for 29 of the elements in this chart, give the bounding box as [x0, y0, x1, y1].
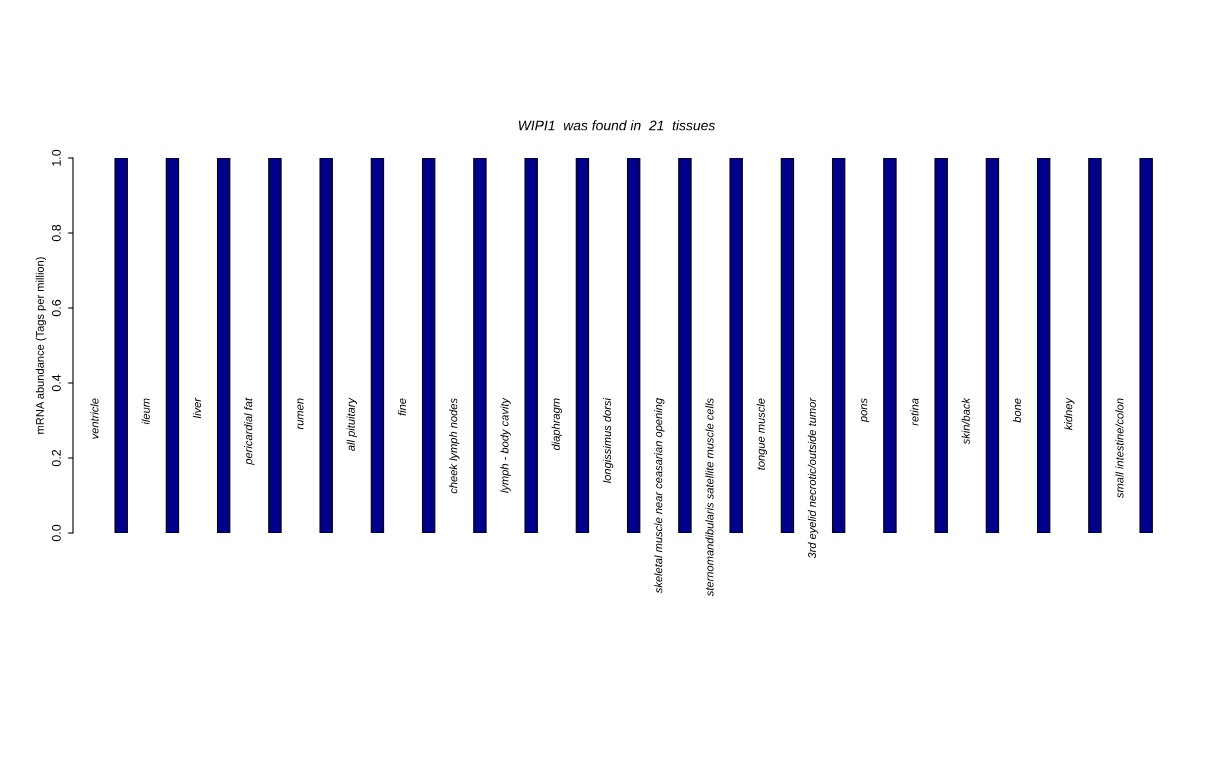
x-tick-label: retina: [910, 398, 919, 426]
x-tick-label: pons: [861, 398, 870, 423]
x-tick-label: fine: [397, 398, 407, 416]
y-tick-label: 1.0: [51, 149, 61, 166]
x-tick-label: lymph - body cavity: [500, 397, 511, 493]
x-tick-label: bone: [1012, 398, 1022, 423]
x-tick-label: cheek lymph nodes: [449, 398, 460, 494]
x-tick-label: sternomandibularis satellite muscle cells: [705, 398, 714, 597]
x-tick-label: diaphragm: [551, 398, 562, 451]
y-tick-label: 0.4: [51, 374, 61, 392]
x-tick-label: pericardial fat: [244, 397, 255, 465]
y-tick-label: 0.2: [51, 449, 61, 467]
x-tick-label: longissimus dorsi: [602, 397, 614, 484]
y-tick-label: 0.8: [51, 224, 61, 242]
x-tick-label: all pituitary: [346, 397, 357, 451]
x-tick-label: small intestine/colon: [1115, 398, 1124, 499]
x-tick-label: rumen: [297, 398, 304, 430]
x-tick-label: ventricle: [90, 398, 99, 439]
chart-title: WIPI1 was found in 21 tissues: [518, 120, 716, 131]
x-tick-label: skeletal muscle near ceasarian opening: [654, 398, 665, 594]
x-tick-label: skin/back: [961, 397, 970, 445]
x-tick-label: 3rd eyelid necrotic/outside tumor: [807, 397, 819, 559]
x-tick-label: kidney: [1064, 397, 1075, 430]
y-tick-label: 0.0: [51, 524, 61, 542]
y-tick-label: 0.6: [51, 299, 61, 317]
x-tick-label: ileum: [141, 398, 150, 425]
y-axis-title: mRNA abundance (Tags per million): [35, 257, 47, 434]
x-tick-label: liver: [192, 397, 202, 419]
x-tick-label: tongue muscle: [756, 398, 767, 470]
